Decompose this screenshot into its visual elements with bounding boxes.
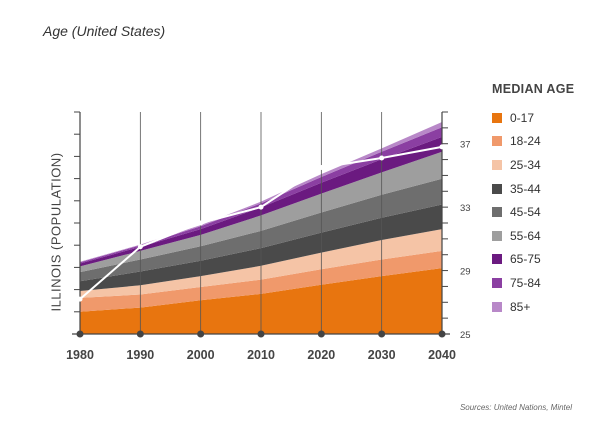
median-age-tick-label: 33 [460,203,471,214]
legend-item: 18-24 [492,130,597,154]
x-tick-label: 2040 [428,348,456,362]
legend-label: 85+ [510,299,531,314]
legend-label: 25-34 [510,157,541,172]
area-55-64 [80,151,442,273]
legend-swatch [492,277,502,288]
legend-title: MEDIAN AGE [492,82,575,96]
legend-label: 0-17 [510,110,535,125]
median-age-tick-label: 25 [460,330,471,341]
legend-swatch [492,112,502,123]
median-age-point [258,204,264,210]
legend-item: 45-54 [492,200,597,224]
legend-label: 45-54 [510,205,541,220]
median-age-tick-label: 29 [460,267,471,278]
legend-label: 35-44 [510,181,541,196]
x-tick-dot [257,330,265,338]
legend-swatch [492,301,502,312]
x-tick-dot [197,330,205,338]
legend-label: 55-64 [510,228,541,243]
x-tick-label: 1990 [126,348,154,362]
legend-item: 75-84 [492,271,597,295]
median-age-point [318,165,324,170]
x-tick-label: 2000 [187,348,215,362]
legend-label: 75-84 [510,275,541,290]
median-age-point [198,220,204,226]
median-age-point [137,244,143,250]
legend-item: 85+ [492,295,597,319]
median-age-tick-label: 37 [460,140,471,151]
x-tick-dot [76,330,84,338]
legend-item: 55-64 [492,224,597,248]
chart-title: Age (United States) [43,23,166,39]
x-tick-label: 1980 [66,348,94,362]
median-age-point [379,155,385,161]
x-tick-label: 2030 [368,348,396,362]
x-tick-dot [378,330,386,338]
legend-swatch [492,136,502,147]
x-tick-dot [317,330,325,338]
source-note: Sources: United Nations, Mintel [459,403,572,412]
area-45-54 [80,178,442,282]
legend-item: 0-17 [492,106,597,130]
median-age-point [77,296,83,302]
legend-item: 35-44 [492,177,597,201]
legend-swatch [492,230,502,241]
legend-label: 65-75 [510,252,541,267]
x-tick-label: 2020 [307,348,335,362]
area-35-44 [80,204,442,291]
median-age-point [439,144,445,150]
legend-item: 65-75 [492,248,597,272]
legend-swatch [492,207,502,218]
legend-label: 18-24 [510,134,541,149]
median-layer [77,144,445,302]
legend-swatch [492,254,502,265]
legend-items: 0-17 18-24 25-34 35-44 45-54 55-64 65-75 75-84 8… [492,106,597,318]
legend-item: 25-34 [492,153,597,177]
legend-swatch [492,183,502,194]
legend: MEDIAN AGE 0-17 18-24 25-34 35-44 45-54 55-64… [492,82,597,318]
label-layer: 1980 1990 2000 2010 2020 2030 2040 25 29 33 37 [66,140,470,362]
legend-swatch [492,159,502,170]
x-tick-dot [136,330,144,338]
x-tick-dot [438,330,446,338]
x-tick-label: 2010 [247,348,275,362]
axes-layer [72,111,450,338]
